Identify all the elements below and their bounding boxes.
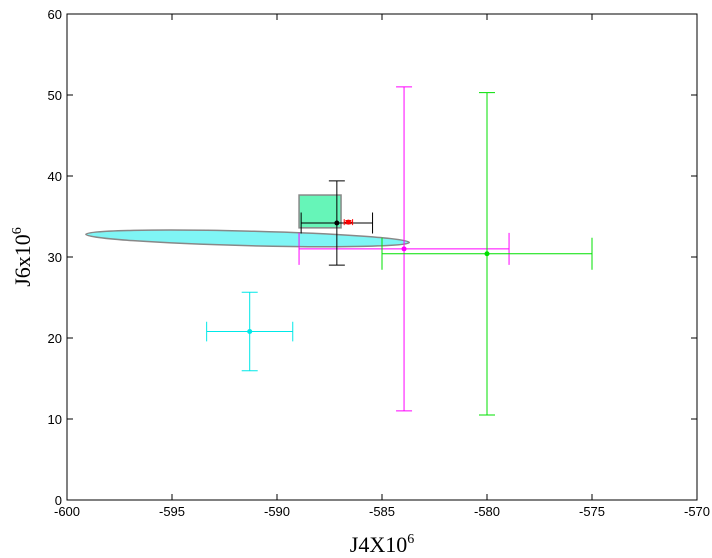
x-tick-label: -600 <box>54 504 80 519</box>
region-rect <box>298 194 342 229</box>
x-tick-label: -570 <box>684 504 710 519</box>
x-tick-label: -575 <box>579 504 605 519</box>
point <box>401 246 407 252</box>
y-tick-label: 60 <box>48 7 62 22</box>
x-tick-label: -585 <box>369 504 395 519</box>
y-tick-label: 30 <box>48 250 62 265</box>
y-tick-label: 50 <box>48 88 62 103</box>
x-axis-label: J4X106 <box>350 532 414 557</box>
x-tick-label: -595 <box>159 504 185 519</box>
y-tick-label: 0 <box>55 493 62 508</box>
y-axis-label: J6x106 <box>10 227 35 287</box>
x-tick-label: -590 <box>264 504 290 519</box>
point <box>247 329 253 335</box>
y-tick-label: 20 <box>48 331 62 346</box>
point <box>484 251 490 257</box>
point <box>345 219 351 225</box>
y-tick-label: 10 <box>48 412 62 427</box>
y-tick-label: 40 <box>48 169 62 184</box>
x-tick-label: -580 <box>474 504 500 519</box>
point <box>334 220 340 226</box>
region-ellipse <box>85 229 411 248</box>
